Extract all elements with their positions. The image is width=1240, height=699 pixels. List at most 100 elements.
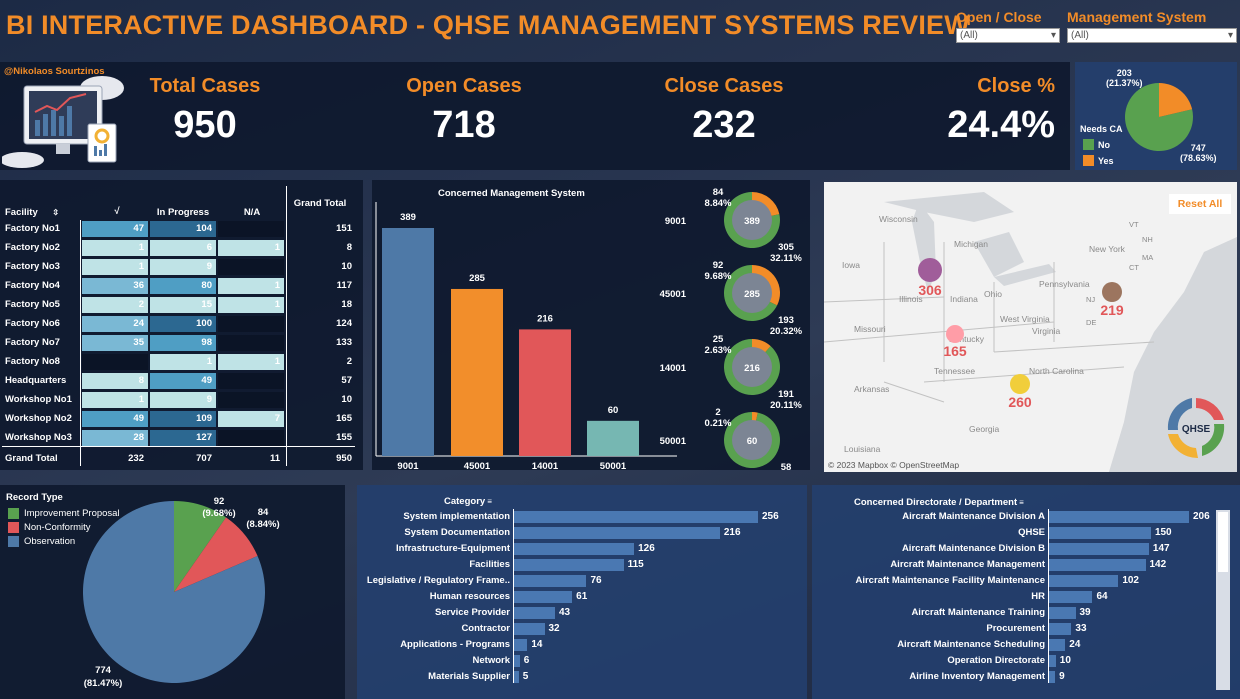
table-row[interactable]: Factory No4 36 80 1 117 [0,277,363,295]
bar[interactable] [514,575,587,587]
bar[interactable] [1049,639,1066,651]
ms-bar-chart[interactable]: 389 9001 285 45001 216 14001 60 50001 [372,180,682,470]
legend-item[interactable]: Improvement Proposal [8,508,120,519]
sort-icon[interactable]: ≡ [1019,498,1024,507]
pie-slice[interactable] [174,501,227,592]
bar[interactable] [514,559,624,571]
map-place-label: Indiana [950,294,978,304]
col-header-na[interactable]: N/A [243,207,261,218]
bar[interactable] [1049,655,1056,667]
cell-total: 151 [336,223,352,234]
table-row[interactable]: Workshop No2 49 109 7 165 [0,410,363,428]
legend-item[interactable]: Non-Conformity [8,522,120,533]
pie-slice-no[interactable] [1124,82,1194,152]
bar[interactable] [514,543,635,555]
facility-map[interactable]: Wisconsin Michigan Iowa Illinois Indiana Ohio… [824,182,1237,472]
col-header-facility-label: Facility [5,207,38,218]
table-row[interactable]: Factory No1 47 104 151 [0,220,363,238]
no-pct: 20.32% [770,326,803,337]
table-row[interactable]: Factory No2 1 6 1 8 [0,239,363,257]
bar[interactable] [514,671,519,683]
bar[interactable] [514,639,528,651]
column-divider [80,220,81,466]
bar[interactable] [519,329,571,456]
department-bar-chart[interactable]: Aircraft Maintenance Division A 206 QHSE 15… [812,485,1240,699]
bar[interactable] [514,591,573,603]
state-border [824,296,945,303]
bar[interactable] [514,527,720,539]
bar[interactable] [514,511,758,523]
col-header-in-progress[interactable]: In Progress [156,207,210,218]
bar[interactable] [382,228,434,456]
cell-facility-name: Workshop No1 [5,394,72,405]
sort-icon[interactable]: ≡ [487,497,492,506]
cell-na: 7 [218,411,284,427]
scrollbar-thumb[interactable] [1218,512,1228,572]
author-credit: @Nikolaos Sourtzinos [4,66,105,77]
needs-ca-yes-pct: (21.37%) [1106,78,1143,88]
needs-ca-legend-no[interactable]: No [1083,139,1110,150]
table-row[interactable]: Workshop No1 1 9 10 [0,391,363,409]
cell-na: 11 [269,453,280,464]
filter-management-system[interactable]: Management System (All) ▾ [1067,9,1237,43]
value-label: 142 [1149,559,1167,570]
cell-prog: 1 [150,354,216,370]
bar[interactable] [1049,511,1189,523]
bar[interactable] [514,623,545,635]
col-header-facility[interactable]: Facility ⇳ [5,207,59,218]
legend-item[interactable]: Observation [8,536,120,547]
table-row[interactable]: Factory No7 35 98 133 [0,334,363,352]
donut-total: 285 [744,289,761,300]
reset-all-button[interactable]: Reset All [1169,194,1231,214]
table-row[interactable]: Headquarters 8 49 57 [0,372,363,390]
facility-bubble[interactable] [1010,374,1030,394]
facility-bubble[interactable] [946,325,964,343]
bar[interactable] [1049,543,1149,555]
bar[interactable] [451,288,503,456]
cell-facility-name: Factory No7 [5,337,60,348]
category-label: System Documentation [404,527,510,538]
table-row[interactable]: Workshop No3 28 127 155 [0,429,363,447]
filter-open-close-select[interactable]: (All) ▾ [956,28,1060,43]
filter-open-close-value: (All) [960,30,978,41]
facility-bubble[interactable] [918,258,942,282]
needs-ca-legend-title: Needs CA [1080,124,1123,134]
kpi-total: Total Cases 950 [135,75,275,147]
sort-icon[interactable]: ⇳ [52,208,60,217]
bar[interactable] [514,655,520,667]
pie-slice[interactable] [83,501,265,683]
bar[interactable] [1049,527,1151,539]
facility-bubble[interactable] [1102,282,1122,302]
pie-slice[interactable] [174,517,258,592]
bar[interactable] [1049,607,1076,619]
table-row[interactable]: Factory No6 24 100 124 [0,315,363,333]
category-title[interactable]: Category ≡ [444,496,492,507]
category-label: Aircraft Maintenance Management [890,559,1045,570]
bar[interactable] [1049,575,1119,587]
table-row[interactable]: Factory No5 2 15 1 18 [0,296,363,314]
filter-management-system-select[interactable]: (All) ▾ [1067,28,1237,43]
pie-slice-yes[interactable] [1159,83,1193,117]
bar[interactable] [514,607,555,619]
needs-ca-pie[interactable] [1124,82,1194,152]
department-title[interactable]: Concerned Directorate / Department ≡ [854,497,1024,508]
table-row[interactable]: Factory No3 1 9 10 [0,258,363,276]
bar[interactable] [1049,559,1146,571]
category-bar-chart[interactable]: System implementation 256 System Documenta… [357,485,807,699]
bar[interactable] [1049,671,1056,683]
bar[interactable] [1049,591,1093,603]
needs-ca-legend-yes[interactable]: Yes [1083,155,1114,166]
table-row[interactable]: Factory No8 1 1 2 [0,353,363,371]
grand-total-row[interactable]: Grand Total 232 707 11 950 [0,450,363,468]
bar[interactable] [1049,623,1072,635]
map-canvas[interactable]: Wisconsin Michigan Iowa Illinois Indiana Ohio… [824,182,1237,472]
value-label: 76 [590,575,602,586]
bar[interactable] [587,420,639,456]
facility-table: Facility ⇳ √ In Progress N/A Grand Total… [0,180,363,470]
department-scrollbar[interactable] [1216,510,1230,690]
filter-open-close[interactable]: Open / Close (All) ▾ [956,9,1060,43]
col-header-grand-total[interactable]: Grand Total [293,198,347,209]
col-header-check[interactable]: √ [114,206,120,217]
record-type-pie[interactable]: 92(9.68%) 84(8.84%) 774 (81.47%) [0,485,345,699]
